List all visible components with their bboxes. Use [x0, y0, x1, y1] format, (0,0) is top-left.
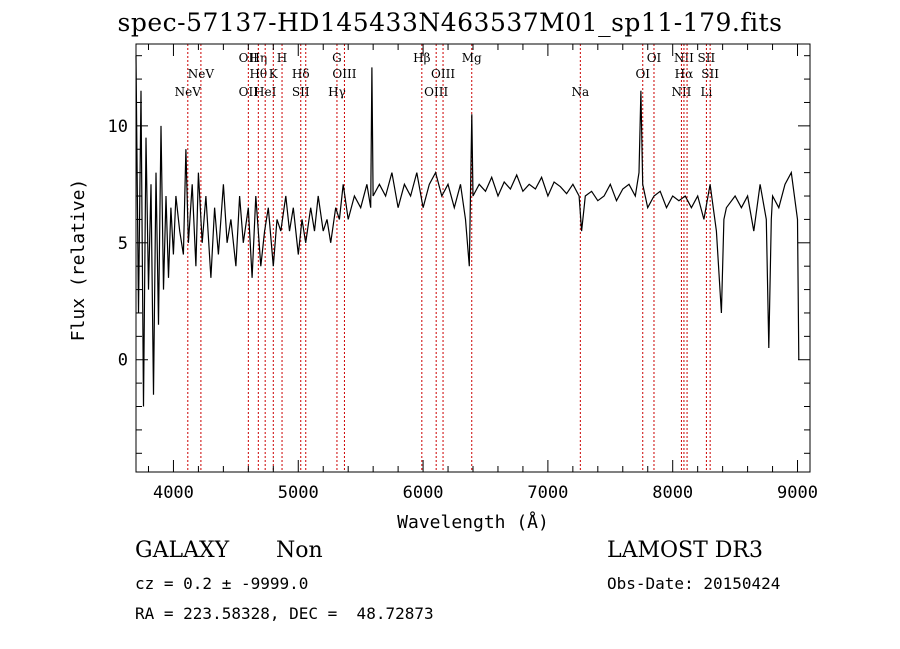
- line-marker-label: OIII: [424, 85, 448, 99]
- line-marker-label: Mg: [462, 51, 482, 65]
- y-axis-label: Flux (relative): [68, 179, 89, 342]
- line-marker-label: OI: [647, 51, 662, 65]
- line-marker-label: NII: [671, 85, 691, 99]
- line-marker-label: OII: [239, 85, 259, 99]
- line-marker-label: G: [332, 51, 342, 65]
- line-marker-label: NII: [674, 51, 694, 65]
- line-marker-label: Li: [700, 85, 712, 99]
- x-tick-label: 9000: [777, 483, 818, 503]
- redshift-readout: cz = 0.2 ± -9999.0: [135, 574, 309, 593]
- line-marker-label: Hα: [675, 67, 694, 81]
- y-tick-label: 5: [118, 234, 128, 254]
- line-marker-label: OIII: [332, 67, 356, 81]
- plot-frame: [135, 43, 811, 473]
- x-tick-label: 5000: [278, 483, 319, 503]
- spectrum-line: [135, 55, 800, 407]
- x-axis-label: Wavelength (Å): [397, 511, 549, 533]
- axis-ticks: [136, 44, 810, 472]
- line-marker-label: Hη: [249, 51, 267, 65]
- line-marker-label: SII: [698, 51, 716, 65]
- line-marker-label: H: [277, 51, 287, 65]
- line-marker-label: OII: [239, 51, 259, 65]
- line-marker-label: K: [269, 67, 279, 81]
- line-marker-label: SII: [292, 85, 310, 99]
- object-subclass: Non: [276, 538, 323, 563]
- x-tick-label: 8000: [652, 483, 693, 503]
- line-marker-label: NeV: [175, 85, 202, 99]
- line-marker-label: Hβ: [413, 51, 430, 65]
- line-marker-label: OIII: [431, 67, 455, 81]
- line-marker-label: Hγ: [328, 85, 346, 99]
- chart-title: spec-57137-HD145433N463537M01_sp11-179.f…: [117, 8, 783, 37]
- line-marker-label: OI: [635, 67, 650, 81]
- line-marker-label: Hθ: [249, 67, 267, 81]
- x-tick-label: 6000: [403, 483, 444, 503]
- line-marker-label: NeV: [188, 67, 215, 81]
- line-marker-label: HeI: [254, 85, 277, 99]
- object-class: GALAXY: [135, 538, 230, 563]
- line-marker-label: Na: [572, 85, 590, 99]
- coordinates: RA = 223.58328, DEC = 48.72873: [135, 604, 434, 623]
- x-tick-label: 7000: [527, 483, 568, 503]
- obs-date: Obs-Date: 20150424: [607, 574, 781, 593]
- line-marker-label: SII: [701, 67, 719, 81]
- y-tick-label: 10: [108, 117, 128, 137]
- line-markers: NeVNeVOIIOIIHηHθHeIKHHδSIIGHγOIIIHβOIIIO…: [175, 44, 719, 472]
- axis-labels: 4000 5000 6000 7000 8000 9000 0 5 10 Wavelength (…: [68, 117, 818, 533]
- y-tick-label: 0: [118, 351, 128, 371]
- x-tick-label: 4000: [153, 483, 194, 503]
- line-marker-label: Hδ: [292, 67, 310, 81]
- survey-name: LAMOST DR3: [607, 538, 763, 563]
